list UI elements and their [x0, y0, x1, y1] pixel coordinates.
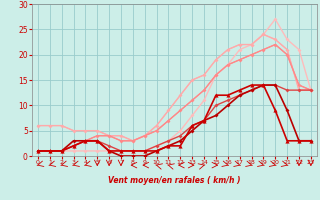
X-axis label: Vent moyen/en rafales ( km/h ): Vent moyen/en rafales ( km/h ) — [108, 176, 241, 185]
